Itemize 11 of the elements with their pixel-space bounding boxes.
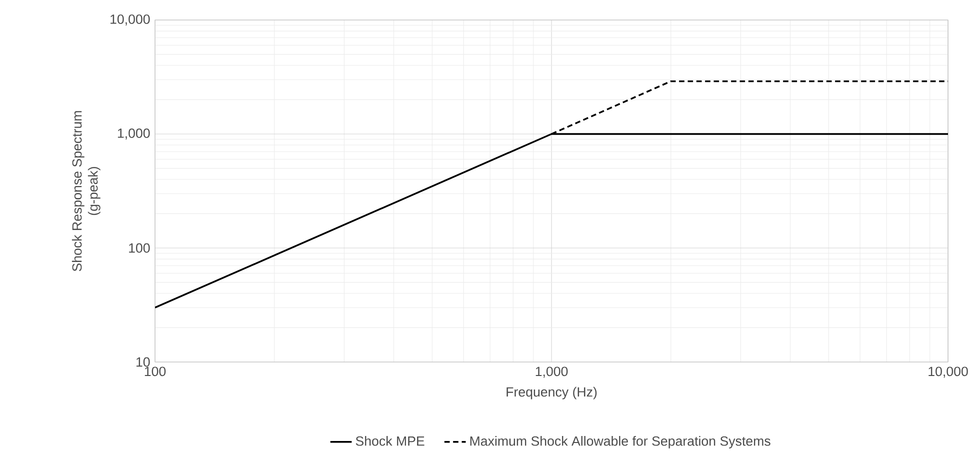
y-tick-label: 10,000 — [110, 14, 150, 26]
legend-label: Shock MPE — [356, 436, 424, 446]
x-axis-title: Frequency (Hz) — [506, 386, 597, 400]
x-tick-label: 10,000 — [928, 366, 968, 378]
y-tick-label: 1,000 — [118, 128, 150, 140]
y-tick-label: 100 — [129, 243, 150, 253]
y-axis-title: Shock Response Spectrum (g-peak) — [72, 111, 100, 272]
y-tick-label: 10 — [136, 357, 150, 367]
x-tick-label: 100 — [144, 366, 166, 376]
legend-label: Maximum Shock Allowable for Separation Systems — [470, 436, 770, 448]
x-tick-label: 1,000 — [536, 366, 568, 378]
